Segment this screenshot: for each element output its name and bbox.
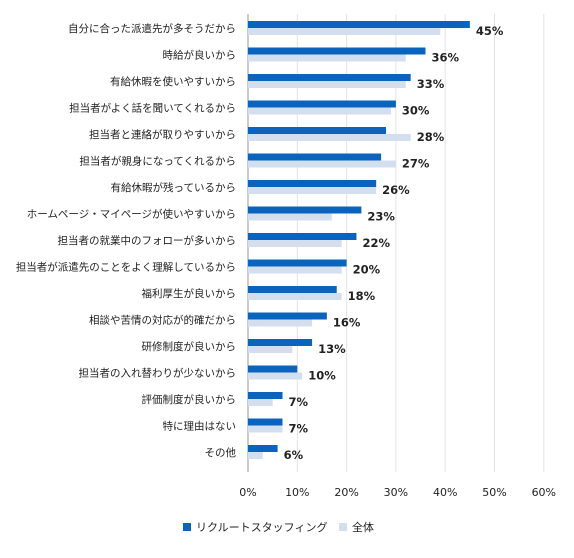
bar-overall — [248, 319, 313, 327]
legend-item-recruit-staffing: リクルートスタッフィング — [183, 520, 327, 534]
category-label: 有給休暇を使いやすいから — [110, 75, 236, 88]
data-label: 16% — [333, 316, 361, 330]
bar-recruit-staffing — [248, 21, 470, 28]
bar-recruit-staffing — [248, 312, 327, 320]
data-label: 22% — [362, 236, 390, 250]
bar-overall — [248, 452, 263, 459]
bar-overall — [248, 54, 406, 62]
category-label: 担当者と連絡が取りやすいから — [89, 128, 236, 141]
bar-recruit-staffing — [248, 365, 298, 373]
data-label: 10% — [308, 369, 336, 383]
bar-recruit-staffing — [248, 286, 337, 293]
data-label: 45% — [476, 24, 504, 38]
bar-overall — [248, 240, 342, 247]
data-label: 30% — [402, 104, 430, 118]
data-label: 26% — [382, 183, 410, 197]
bar-overall — [248, 372, 303, 380]
x-tick-label: 20% — [334, 486, 358, 499]
data-label: 28% — [417, 130, 445, 144]
category-label: 担当者が派遣先のことをよく理解しているから — [16, 261, 236, 274]
category-label: 評価制度が良いから — [142, 393, 237, 406]
bar-recruit-staffing — [248, 127, 387, 134]
data-label: 7% — [289, 395, 309, 409]
category-label: 有給休暇が残っているから — [111, 181, 236, 194]
category-label: 福利厚生が良いから — [142, 287, 237, 300]
labels: 0% 10% 20% 30% 40% 50% 60% 自分に合った派遣先が多そうだから 45% 時… — [16, 22, 556, 499]
bar-overall — [248, 28, 441, 35]
category-label: 担当者が親身になってくれるから — [79, 155, 236, 168]
data-label: 33% — [417, 77, 445, 91]
data-label: 13% — [318, 342, 346, 356]
category-label: その他 — [205, 446, 237, 459]
data-label: 20% — [353, 263, 381, 277]
bar-overall — [248, 346, 293, 353]
category-label: 自分に合った派遣先が多そうだから — [68, 22, 236, 35]
legend-label: リクルートスタッフィング — [196, 520, 327, 534]
legend-swatch — [339, 523, 347, 531]
bar-recruit-staffing — [248, 47, 426, 55]
category-label: 時給が良いから — [163, 49, 237, 62]
legend-item-overall: 全体 — [339, 520, 374, 534]
bar-recruit-staffing — [248, 233, 357, 240]
bar-overall — [248, 134, 411, 141]
bar-recruit-staffing — [248, 206, 362, 214]
bar-overall — [248, 293, 342, 300]
bars — [248, 21, 470, 459]
bar-overall — [248, 213, 332, 221]
category-label: 研修制度が良いから — [142, 340, 237, 353]
bar-recruit-staffing — [248, 339, 313, 346]
bar-overall — [248, 81, 406, 88]
x-tick-label: 10% — [285, 486, 309, 499]
bar-overall — [248, 266, 342, 274]
bar-recruit-staffing — [248, 100, 396, 108]
data-label: 23% — [367, 210, 395, 224]
bar-overall — [248, 425, 283, 433]
x-tick-label: 40% — [433, 486, 457, 499]
legend: リクルートスタッフィング 全体 — [183, 520, 374, 534]
category-label: 担当者の入れ替わりが少ないから — [79, 367, 237, 380]
data-label: 27% — [402, 157, 430, 171]
data-label: 7% — [289, 422, 309, 436]
bar-overall — [248, 160, 396, 168]
grid-lines — [247, 14, 545, 472]
data-label: 18% — [348, 289, 376, 303]
x-tick-label: 50% — [482, 486, 506, 499]
bar-overall — [248, 399, 273, 406]
bar-recruit-staffing — [248, 259, 347, 267]
data-label: 36% — [431, 51, 459, 65]
legend-swatch — [183, 523, 191, 531]
category-label: 特に理由はない — [163, 420, 237, 433]
data-label: 6% — [284, 448, 304, 462]
bar-overall — [248, 187, 377, 194]
bar-recruit-staffing — [248, 392, 283, 399]
category-label: 相談や苦情の対応が的確だから — [89, 314, 236, 327]
bar-recruit-staffing — [248, 180, 377, 187]
legend-label: 全体 — [352, 520, 374, 534]
x-tick-label: 60% — [532, 486, 556, 499]
bar-recruit-staffing — [248, 153, 382, 161]
category-label: 担当者の就業中のフォローが多いから — [58, 234, 237, 247]
category-label: 担当者がよく話を聞いてくれるから — [69, 102, 236, 115]
category-label: ホームページ・マイページが使いやすいから — [27, 208, 236, 221]
bar-recruit-staffing — [248, 418, 283, 426]
bar-recruit-staffing — [248, 445, 278, 452]
bar-recruit-staffing — [248, 74, 411, 81]
x-tick-label: 30% — [384, 486, 408, 499]
x-tick-label: 0% — [239, 486, 256, 499]
bar-overall — [248, 107, 391, 115]
